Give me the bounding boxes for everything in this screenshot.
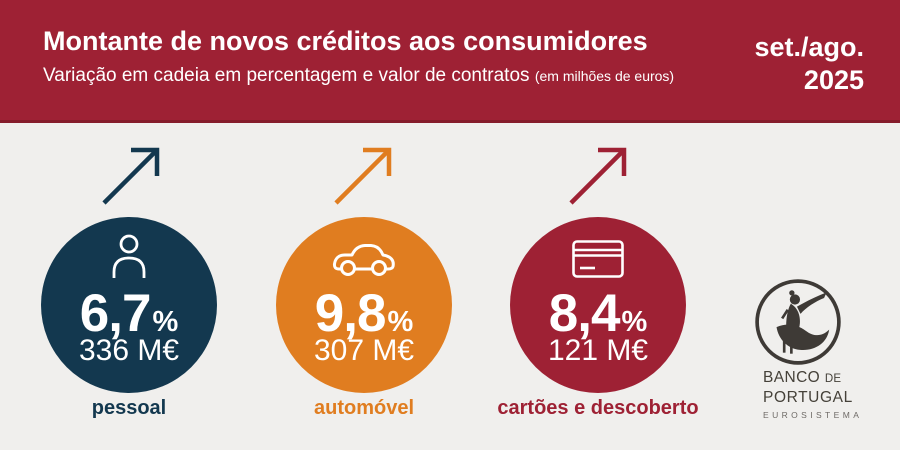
kpi-percent-value: 8,4	[548, 284, 621, 343]
kpi-percent-value: 9,8	[314, 284, 387, 343]
kpi-label-cartoes: cartões e descoberto	[497, 397, 699, 419]
kpi-bubble-automovel: 9,8 % 307 M€	[276, 217, 452, 393]
kpi-percent: 6,7 %	[41, 286, 217, 350]
logo-line-eurosistema: EUROSISTEMA	[763, 410, 863, 420]
trend-up-arrow-icon	[100, 145, 162, 207]
car-icon	[332, 244, 395, 276]
kpi-amount: 121 M€	[547, 334, 649, 367]
page-title: Montante de novos créditos aos consumido…	[43, 26, 648, 56]
kpi-percent: 8,4 %	[510, 286, 686, 350]
reference-period: set./ago. 2025	[754, 31, 864, 97]
logo-line-portugal: PORTUGAL	[763, 388, 853, 406]
kpi-percent-sign: %	[621, 306, 648, 338]
credit-card-icon	[572, 240, 624, 278]
trend-up-arrow-icon	[332, 145, 394, 207]
banco-de-portugal-logo	[752, 276, 844, 368]
subtitle-text: Variação em cadeia em percentagem e valo…	[43, 65, 530, 86]
kpi-label-pessoal: pessoal	[91, 397, 167, 419]
period-months: set./ago.	[754, 32, 864, 62]
banco-de-portugal-emblem-icon	[755, 279, 841, 365]
kpi-percent-value: 6,7	[79, 284, 152, 343]
logo-line-de: DE	[824, 373, 842, 385]
kpi-bubble-cartoes: 8,4 % 121 M€	[510, 217, 686, 393]
person-icon	[112, 234, 146, 278]
logo-line-banco: BANCO DE	[763, 369, 842, 386]
kpi-percent-sign: %	[152, 306, 179, 338]
kpi-bubble-pessoal: 6,7 % 336 M€	[41, 217, 217, 393]
banco-de-portugal-wordmark: BANCO DE PORTUGAL EUROSISTEMA	[763, 369, 862, 420]
period-year: 2025	[803, 65, 864, 95]
trend-up-arrow-icon	[567, 145, 629, 207]
page-subtitle: Variação em cadeia em percentagem e valo…	[43, 64, 674, 88]
kpi-label-automovel: automóvel	[313, 397, 415, 419]
subtitle-unit-note: (em milhões de euros)	[534, 68, 675, 84]
kpi-percent: 9,8 %	[276, 286, 452, 350]
kpi-amount: 307 M€	[313, 334, 415, 367]
kpi-percent-sign: %	[387, 306, 414, 338]
header-band: Montante de novos créditos aos consumido…	[0, 0, 900, 123]
kpi-amount: 336 M€	[78, 334, 180, 367]
